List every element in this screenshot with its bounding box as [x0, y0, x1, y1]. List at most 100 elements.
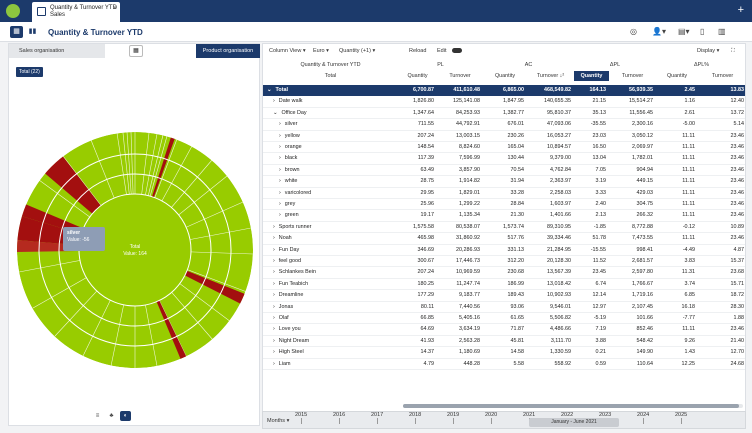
tab-product-organisation[interactable]: Product organisation — [196, 44, 260, 58]
table-row[interactable]: › Schlankes Bein 207.24 10,969.59 230.68 13,5… — [263, 267, 745, 279]
table-row[interactable]: › Noah 465.98 31,860.92 517.76 39,334.46 51.78… — [263, 233, 745, 245]
tab-sales-organisation[interactable]: Sales organisation — [9, 44, 105, 58]
column-header[interactable]: Turnover ↓² — [536, 73, 565, 79]
expand-icon[interactable]: ⌄ — [267, 87, 272, 93]
expand-icon[interactable]: › — [273, 349, 275, 356]
expand-icon[interactable]: › — [273, 246, 275, 253]
timeline-selection[interactable]: January - June 2021 — [529, 418, 619, 427]
column-header[interactable]: Quantity — [574, 71, 609, 81]
tree-icon[interactable]: ♣ — [109, 413, 114, 419]
expand-icon[interactable]: › — [273, 315, 275, 321]
expand-icon[interactable]: › — [273, 258, 275, 264]
table-row[interactable]: › High Steel 14.37 1,180.69 14.58 1,330.59 0.2… — [263, 347, 745, 359]
table-total-row[interactable]: ⌄ Total 6,700.87 411,610.48 6,865.00 468,549.… — [263, 85, 745, 97]
chart-view-icon[interactable]: ▮▮ — [28, 28, 37, 35]
expand-icon[interactable]: › — [273, 326, 275, 333]
timeline-year[interactable]: 2017 — [371, 412, 384, 418]
expand-icon[interactable]: › — [273, 223, 275, 230]
column-header[interactable]: Quantity — [494, 73, 516, 79]
currency-select[interactable]: Euro ▾ — [313, 48, 329, 54]
expand-icon[interactable]: › — [279, 144, 281, 150]
column-header[interactable]: Quantity — [407, 73, 428, 79]
expand-icon[interactable]: › — [279, 155, 281, 162]
horizontal-scrollbar[interactable] — [403, 404, 743, 408]
list-icon[interactable]: ≡ — [95, 413, 100, 419]
table-row[interactable]: › Sports runner 1,575.58 80,538.07 1,573.74 8… — [263, 222, 745, 234]
table-row[interactable]: › Olaf 66.85 5,405.16 61.65 5,506.82 -5.19 101.… — [263, 313, 745, 325]
fullscreen-icon[interactable]: ⛶ — [731, 48, 735, 54]
bar-chart-icon[interactable]: ▥ — [718, 27, 726, 36]
table-row[interactable]: › Night Dream 41.93 2,563.28 45.81 3,111.70 3.… — [263, 336, 745, 348]
sunburst-chart[interactable]: Total Value: 164 — [17, 132, 253, 368]
expand-icon[interactable]: › — [273, 292, 275, 299]
edit-toggle[interactable] — [452, 48, 462, 53]
document-icon[interactable]: ▯ — [700, 27, 705, 36]
timeline-year[interactable]: 2020 — [485, 412, 498, 418]
expand-icon[interactable]: › — [279, 121, 281, 128]
column-header[interactable]: Total — [324, 73, 337, 79]
quantity-select[interactable]: Quantity (+1) ▾ — [339, 48, 376, 54]
timeline-year[interactable]: 2022 — [561, 412, 574, 418]
sunburst-icon[interactable]: ◐ — [120, 411, 131, 421]
calculator-icon[interactable]: ▦ — [129, 45, 143, 57]
timeline-year[interactable]: 2024 — [637, 412, 650, 418]
expand-icon[interactable]: › — [279, 132, 281, 139]
expand-icon[interactable]: › — [273, 280, 275, 287]
expand-icon[interactable]: › — [273, 337, 275, 344]
timeline-year[interactable]: 2016 — [333, 412, 346, 418]
table-row[interactable]: › Fun Day 346.69 20,286.93 331.13 21,284.95 -1… — [263, 245, 745, 256]
table-row[interactable]: › silver 711.55 44,792.91 676.01 47,093.06 -35… — [263, 119, 745, 131]
table-row[interactable]: › grey 25.96 1,299.22 28.84 1,603.97 2.40 304.7… — [263, 199, 745, 211]
column-header[interactable]: Quantity — [666, 73, 688, 79]
table-row[interactable]: › Date walk 1,826.80 125,141.08 1,847.95 140,… — [263, 96, 745, 108]
table-view-icon[interactable]: ▦ — [10, 26, 23, 38]
timeline-year[interactable]: 2018 — [409, 412, 422, 418]
table-row[interactable]: › brown 63.49 3,857.90 70.54 4,762.84 7.05 904.… — [263, 165, 745, 177]
globe-icon[interactable]: ◎ — [630, 27, 637, 36]
export-icon[interactable]: ▤▾ — [678, 27, 690, 36]
close-icon[interactable]: × — [112, 5, 117, 12]
report-tab[interactable]: Quantity & Turnover YTD Sales × — [32, 2, 120, 22]
expand-icon[interactable]: › — [279, 166, 281, 173]
table-row[interactable]: › green 19.17 1,135.34 21.30 1,401.66 2.13 266.… — [263, 210, 745, 222]
expand-icon[interactable]: › — [279, 212, 281, 219]
user-icon[interactable]: 👤▾ — [652, 27, 666, 36]
timeline-year[interactable]: 2015 — [295, 412, 308, 418]
reload-button[interactable]: Reload — [409, 48, 427, 54]
table-row[interactable]: › feel good 300.67 17,446.73 312.20 20,128.30… — [263, 256, 745, 268]
column-header[interactable]: Turnover — [711, 73, 734, 79]
table-row[interactable]: › white 28.75 1,914.82 31.94 2,363.97 3.19 449.… — [263, 176, 745, 188]
timeline-year[interactable]: 2025 — [675, 412, 688, 418]
add-tab-icon[interactable]: + — [737, 4, 744, 16]
timeline-year[interactable]: 2023 — [599, 412, 612, 418]
expand-icon[interactable]: › — [279, 201, 281, 207]
expand-icon[interactable]: › — [273, 303, 275, 310]
table-row[interactable]: › Jonas 80.11 7,440.56 93.06 9,546.01 12.97 2,1… — [263, 302, 745, 313]
expand-icon[interactable]: › — [279, 178, 281, 185]
table-row[interactable]: › orange 148.54 8,824.60 165.04 10,894.57 16.5… — [263, 142, 745, 154]
expand-icon[interactable]: › — [273, 235, 275, 242]
table-row[interactable]: › Love you 64.69 3,634.19 71.87 4,486.66 7.19 8… — [263, 324, 745, 336]
scrollbar-thumb[interactable] — [403, 404, 739, 408]
timeline-year[interactable]: 2019 — [447, 412, 460, 418]
expand-icon[interactable]: ⌄ — [273, 109, 278, 116]
table-row[interactable]: › Dreamline 177.29 9,183.77 189.43 10,902.93 1… — [263, 290, 745, 302]
timeline-year[interactable]: 2021 — [523, 412, 536, 418]
expand-icon[interactable]: › — [273, 269, 275, 276]
table-row[interactable]: › varicolored 29.95 1,829.01 33.28 2,258.03 3.… — [263, 188, 745, 199]
table-row[interactable]: › Fun Teabich 180.25 11,247.74 186.99 13,018.… — [263, 279, 745, 291]
granularity-select[interactable]: Months ▾ — [267, 418, 290, 424]
table-row[interactable]: › Liam 4.79 448.28 5.58 558.92 0.59 110.64 12.25… — [263, 359, 745, 370]
total-badge[interactable]: Total (22) — [16, 67, 43, 77]
column-header[interactable]: Turnover — [449, 73, 471, 79]
table-row[interactable]: › yellow 207.24 13,003.15 230.26 16,053.27 23.… — [263, 131, 745, 142]
column-view-select[interactable]: Column View ▾ — [269, 48, 306, 54]
table-row[interactable]: › black 117.39 7,596.99 130.44 9,379.00 13.04 1… — [263, 153, 745, 165]
table-row[interactable]: ⌄ Office Day 1,347.64 84,253.93 1,382.77 95,8… — [263, 108, 745, 120]
column-header[interactable]: Turnover — [621, 73, 644, 79]
expand-icon[interactable]: › — [279, 189, 281, 196]
expand-icon[interactable]: › — [273, 98, 275, 105]
time-slider[interactable]: Months ▾ 2015 2016 2017 2018 2019 2020 2021 202… — [262, 411, 746, 429]
expand-icon[interactable]: › — [273, 360, 275, 367]
display-select[interactable]: Display ▾ — [697, 48, 720, 54]
